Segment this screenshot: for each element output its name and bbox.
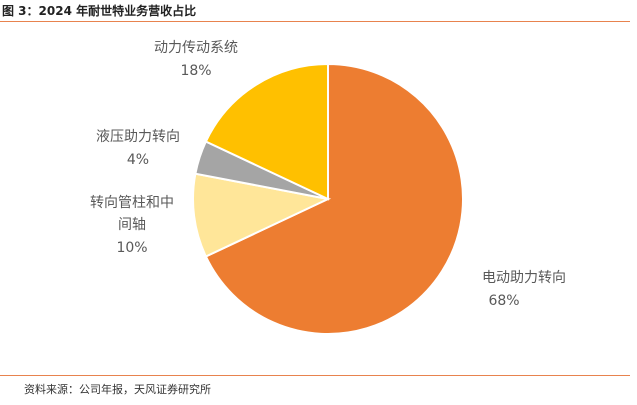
slice-label-electric-power-steering-percent: 68% [488, 293, 519, 309]
slice-label-steering-column-percent: 10% [116, 240, 147, 256]
source-divider [0, 375, 630, 376]
title-divider [0, 21, 630, 22]
source-note: 资料来源：公司年报，天风证券研究所 [24, 383, 211, 396]
pie-slice-electric-power-steering [204, 62, 465, 335]
pie-slices [192, 62, 465, 335]
slice-label-hydraulic-power-steering-percent: 4% [127, 152, 149, 168]
pie-slice-steering-column-intermediate-shaft [192, 172, 332, 258]
slice-label-driveline-name: 动力传动系统 [154, 40, 238, 56]
pie-labels: 电动助力转向 68% 转向管柱和中 间轴 10% 液压助力转向 4% 动力传动系… [90, 40, 566, 309]
slice-label-electric-power-steering-name: 电动助力转向 [482, 270, 566, 286]
figure-title: 图 3：2024 年耐世特业务营收占比 [2, 4, 197, 18]
slice-label-steering-column-name-line1: 转向管柱和中 [90, 195, 174, 211]
slice-label-driveline-percent: 18% [180, 63, 211, 79]
pie-slice-driveline [204, 62, 329, 201]
slice-label-hydraulic-power-steering-name: 液压助力转向 [96, 129, 180, 145]
slice-label-steering-column-name-line2: 间轴 [118, 217, 146, 233]
